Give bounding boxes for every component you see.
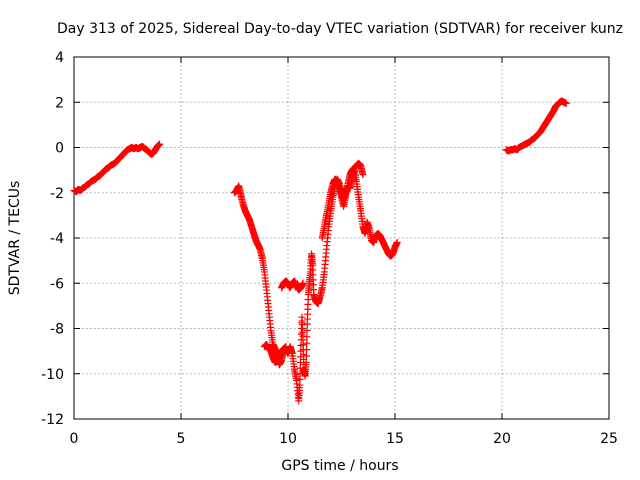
y-tick-label: 2 [55, 95, 64, 111]
x-tick-label: 5 [177, 431, 186, 447]
y-tick-label: -6 [50, 276, 64, 292]
y-axis-label: SDTVAR / TECUs [7, 181, 23, 296]
x-axis-label: GPS time / hours [281, 458, 398, 474]
data-point [562, 99, 570, 107]
data-point [303, 333, 311, 341]
data-point [282, 343, 290, 351]
data-point [393, 239, 401, 247]
data-point [359, 171, 367, 179]
data-point [303, 326, 311, 334]
data-point [303, 346, 311, 354]
data-point [156, 140, 164, 148]
data-point [303, 339, 311, 347]
x-tick-label: 25 [600, 431, 618, 447]
y-tick-label: 0 [55, 141, 64, 157]
y-tick-label: -12 [41, 412, 64, 428]
x-tick-label: 15 [386, 431, 404, 447]
y-tick-label: -2 [50, 186, 64, 202]
data-point [302, 358, 310, 366]
axis-ticks: 0 5 10 15 20 25 -12 -10 -8 -6 -4 -2 0 2 4 [41, 50, 618, 447]
x-tick-label: 10 [279, 431, 297, 447]
y-tick-label: 4 [55, 50, 64, 66]
x-tick-label: 0 [70, 431, 79, 447]
grid [74, 57, 609, 419]
x-tick-label: 20 [493, 431, 511, 447]
y-tick-label: -4 [50, 231, 64, 247]
series-sdtvar [70, 97, 570, 405]
data-point [299, 279, 307, 287]
chart-title: Day 313 of 2025, Sidereal Day-to-day VTE… [57, 21, 623, 37]
y-tick-label: -10 [41, 367, 64, 383]
data-point [302, 352, 310, 360]
y-tick-label: -8 [50, 322, 64, 338]
